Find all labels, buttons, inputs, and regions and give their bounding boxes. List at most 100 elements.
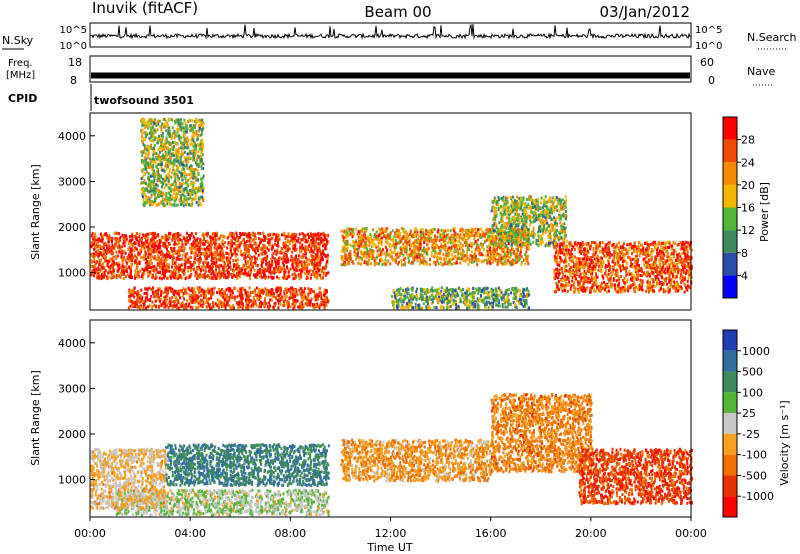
data-cell bbox=[98, 258, 101, 262]
data-cell bbox=[293, 261, 296, 265]
data-cell bbox=[124, 251, 127, 255]
data-cell bbox=[172, 272, 175, 276]
data-cell bbox=[248, 301, 250, 305]
data-cell bbox=[115, 276, 118, 279]
data-cell bbox=[516, 255, 519, 259]
data-cell bbox=[133, 234, 136, 238]
data-cell bbox=[404, 261, 407, 265]
data-cell bbox=[371, 244, 374, 248]
data-cell bbox=[200, 252, 203, 256]
data-cell bbox=[241, 239, 244, 243]
data-cell bbox=[393, 235, 396, 239]
data-cell bbox=[320, 276, 323, 280]
data-cell bbox=[116, 239, 119, 243]
data-cell bbox=[421, 289, 424, 293]
data-cell bbox=[436, 259, 439, 263]
data-cell bbox=[252, 295, 255, 299]
data-cell bbox=[431, 238, 434, 242]
data-cell bbox=[127, 290, 130, 294]
data-cell bbox=[458, 247, 461, 251]
data-cell bbox=[377, 241, 380, 245]
data-cell bbox=[119, 238, 122, 242]
data-cell bbox=[343, 260, 346, 264]
data-cell bbox=[397, 235, 400, 239]
data-cell bbox=[218, 276, 221, 280]
data-cell bbox=[504, 298, 507, 302]
data-cell bbox=[451, 227, 454, 231]
data-cell bbox=[173, 276, 176, 280]
data-cell bbox=[391, 257, 394, 261]
data-cell bbox=[287, 304, 290, 308]
data-cell bbox=[154, 294, 157, 298]
data-cell bbox=[520, 298, 523, 302]
data-cell bbox=[425, 306, 428, 310]
data-cell bbox=[226, 271, 229, 275]
data-cell bbox=[130, 253, 133, 257]
data-cell bbox=[227, 303, 230, 307]
data-cell bbox=[401, 246, 404, 250]
data-cell bbox=[130, 242, 133, 246]
data-cell bbox=[99, 251, 102, 255]
data-cell bbox=[164, 245, 167, 249]
data-cell bbox=[519, 294, 522, 298]
data-cell bbox=[465, 240, 468, 244]
data-cell bbox=[437, 262, 440, 266]
data-cell bbox=[511, 287, 514, 291]
data-cell bbox=[220, 255, 223, 259]
data-cell bbox=[159, 240, 162, 244]
data-cell bbox=[277, 306, 280, 310]
data-cell bbox=[462, 288, 465, 291]
data-cell bbox=[194, 270, 197, 274]
data-cell bbox=[425, 230, 428, 234]
data-cell bbox=[236, 246, 239, 250]
data-cell bbox=[308, 299, 311, 303]
data-cell bbox=[464, 302, 467, 306]
data-cell bbox=[203, 242, 206, 246]
data-cell bbox=[148, 255, 151, 259]
data-cell bbox=[406, 236, 409, 240]
data-cell bbox=[234, 249, 237, 253]
data-cell bbox=[492, 302, 495, 305]
data-cell bbox=[102, 250, 105, 254]
data-cell bbox=[342, 236, 345, 240]
data-cell bbox=[428, 263, 431, 266]
data-cell bbox=[308, 262, 311, 266]
data-cell bbox=[520, 248, 522, 252]
data-cell bbox=[221, 305, 224, 309]
data-cell bbox=[267, 306, 270, 310]
data-cell bbox=[453, 227, 456, 231]
data-cell bbox=[232, 259, 235, 263]
data-cell bbox=[384, 258, 387, 262]
data-cell bbox=[152, 243, 155, 247]
data-cell bbox=[158, 251, 161, 254]
data-cell bbox=[461, 246, 464, 250]
data-cell bbox=[96, 249, 99, 253]
data-cell bbox=[262, 257, 265, 261]
data-cell bbox=[488, 239, 491, 243]
data-cell bbox=[187, 257, 190, 261]
data-cell bbox=[218, 289, 221, 293]
data-cell bbox=[268, 301, 271, 305]
data-cell bbox=[221, 235, 224, 239]
data-cell bbox=[502, 248, 505, 251]
data-cell bbox=[181, 239, 184, 243]
data-cell bbox=[225, 288, 228, 292]
data-cell bbox=[371, 254, 374, 258]
data-cell bbox=[248, 234, 251, 238]
data-cell bbox=[178, 241, 181, 244]
data-cell bbox=[292, 238, 295, 242]
data-cell bbox=[495, 289, 498, 293]
data-cell bbox=[123, 272, 126, 276]
data-cell bbox=[419, 242, 422, 246]
data-cell bbox=[280, 267, 283, 271]
data-cell bbox=[395, 256, 398, 260]
data-cell bbox=[368, 251, 371, 255]
data-cell bbox=[228, 295, 231, 299]
data-cell bbox=[241, 253, 244, 257]
data-cell bbox=[177, 306, 180, 310]
data-cell bbox=[152, 265, 155, 269]
data-cell bbox=[317, 255, 320, 259]
data-cell bbox=[394, 260, 397, 264]
data-cell bbox=[269, 298, 272, 302]
data-cell bbox=[129, 294, 132, 298]
